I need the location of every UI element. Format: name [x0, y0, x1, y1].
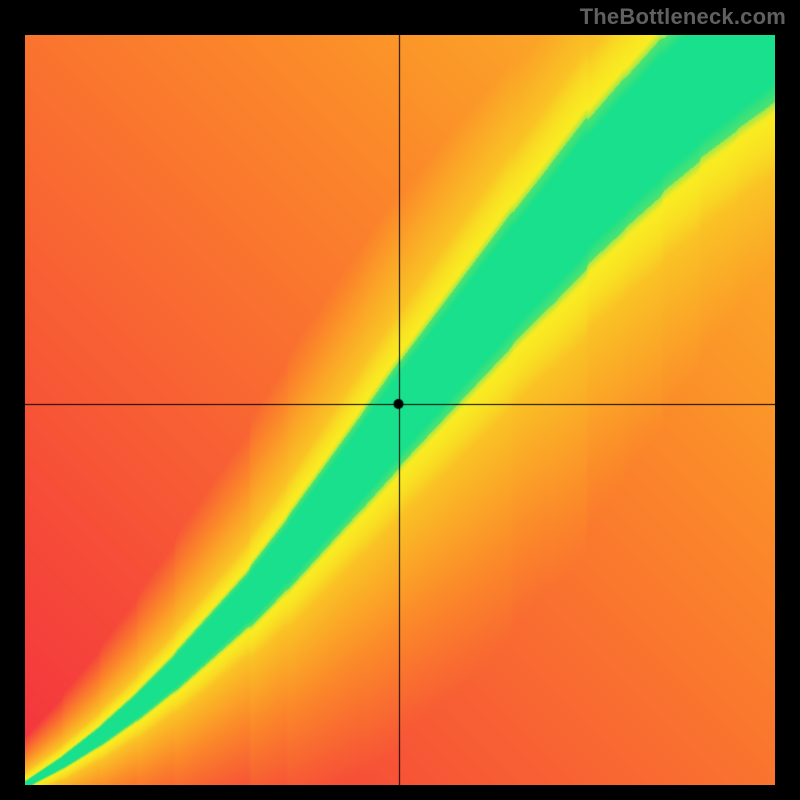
heatmap-canvas — [25, 35, 775, 785]
watermark-text: TheBottleneck.com — [580, 4, 786, 30]
heatmap-chart — [25, 35, 775, 785]
